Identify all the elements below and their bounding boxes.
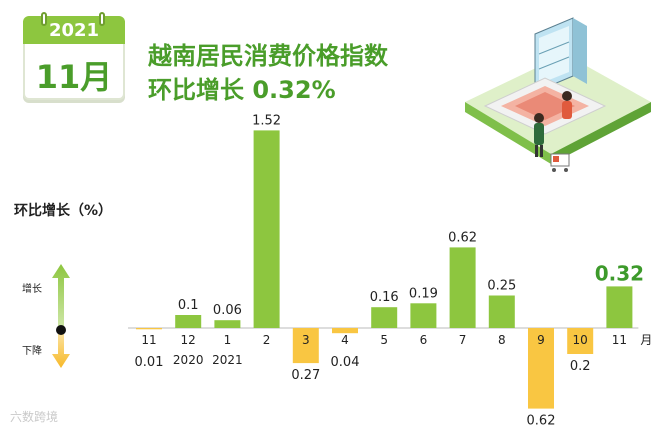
y-axis-label: 环比增长（%）	[14, 203, 113, 219]
data-label-5: 0.04	[331, 355, 360, 370]
page-title: 越南居民消费价格指数	[148, 42, 388, 70]
bar-3-4	[292, 328, 319, 364]
bar-11-12	[606, 286, 633, 328]
calendar-body	[23, 44, 125, 100]
x-tick-label-9: 8	[498, 333, 506, 347]
data-label-3: 1.52	[252, 113, 281, 128]
data-label-11: 0.2	[570, 359, 591, 374]
data-label-9: 0.25	[487, 279, 516, 294]
bar-12-2020-1	[175, 315, 202, 328]
data-label-8: 0.62	[448, 230, 477, 245]
x-tick-label-3: 2	[263, 333, 271, 347]
arrow-up-icon	[52, 264, 70, 328]
fridge	[534, 17, 587, 93]
x-year-label-2: 2021	[212, 353, 243, 367]
data-label-7: 0.19	[409, 286, 438, 301]
origin-dot	[56, 325, 66, 335]
meat-counter	[483, 77, 607, 135]
data-label-1: 0.1	[178, 298, 199, 313]
x-tick-label-5: 4	[341, 333, 349, 347]
legend-up-label: 增长	[22, 284, 42, 295]
x-tick-label-1: 12	[181, 333, 196, 347]
bar-11-0	[136, 328, 162, 330]
x-tick-label-6: 5	[380, 333, 388, 347]
x-tick-label-4: 3	[302, 333, 310, 347]
calendar-month: 11月	[35, 58, 113, 96]
x-year-label-1: 2020	[173, 353, 204, 367]
legend-down-label: 下降	[22, 346, 42, 357]
calendar-year: 2021	[48, 20, 100, 41]
watermark: 六数跨境	[10, 410, 59, 424]
bar-1-2021-2	[214, 320, 241, 328]
bar-2-3	[253, 130, 280, 328]
bar-7-8	[449, 247, 476, 328]
bar-5-6	[371, 307, 398, 328]
data-label-2: 0.06	[213, 303, 242, 318]
bar-8-9	[488, 295, 515, 328]
page-subtitle: 环比增长 0.32%	[148, 76, 336, 104]
arrow-down-icon	[52, 332, 70, 368]
legend-arrow	[52, 264, 70, 368]
x-tick-label-0: 11	[141, 333, 156, 347]
clerk	[562, 91, 572, 119]
data-label-6: 0.16	[370, 290, 399, 305]
bar-10-11	[567, 328, 594, 354]
bar-9-10	[528, 328, 554, 409]
data-label-4: 0.27	[291, 368, 320, 383]
x-tick-label-2: 1	[224, 333, 232, 347]
x-tick-label-11: 10	[573, 333, 588, 347]
shopping-cart-icon	[550, 153, 570, 172]
x-tick-label-7: 6	[420, 333, 428, 347]
shopper	[534, 113, 544, 157]
data-label-0: 0.01	[135, 355, 164, 370]
calendar-ring	[99, 12, 105, 26]
supermarket-illustration	[465, 17, 651, 172]
calendar-icon: 2021 11月	[23, 12, 125, 100]
data-label-12: 0.32	[595, 261, 644, 285]
data-label-10: 0.62	[527, 414, 556, 429]
x-tick-label-8: 7	[459, 333, 467, 347]
x-tick-label-12: 11	[612, 333, 627, 347]
bar-6-7	[410, 303, 437, 328]
x-tick-label-10: 9	[537, 333, 545, 347]
calendar-ring	[41, 12, 47, 26]
bar-4-5	[332, 328, 358, 334]
x-unit-label: 月	[640, 333, 652, 347]
calendar-header	[23, 16, 125, 44]
